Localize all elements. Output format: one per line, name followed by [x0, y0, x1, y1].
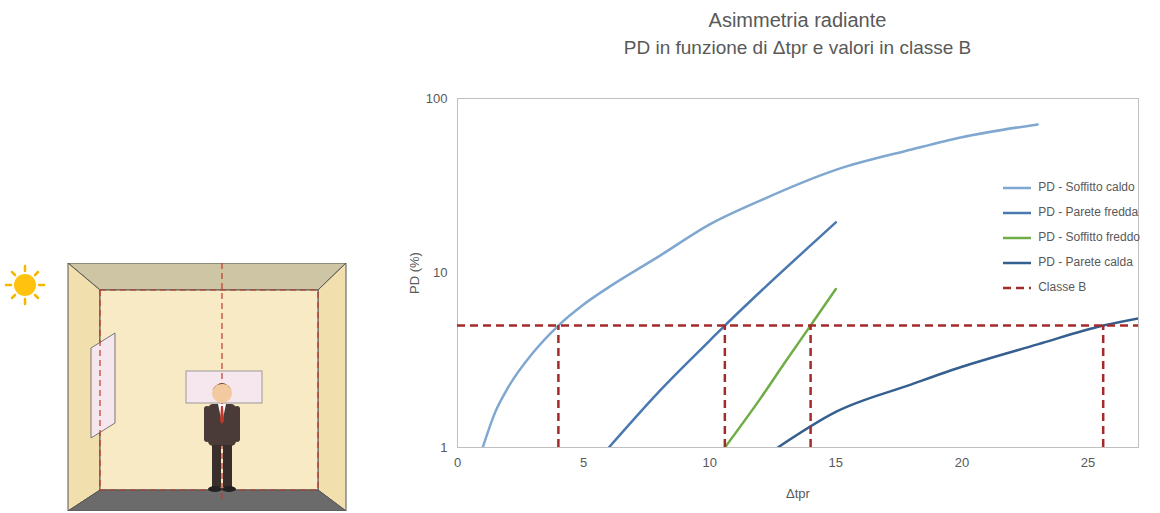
svg-text:10: 10	[702, 455, 716, 470]
html-text:PD - Soffitto freddo: PD - Soffitto freddo	[1038, 230, 1140, 244]
svg-text:5: 5	[580, 455, 587, 470]
svg-text:0: 0	[454, 455, 461, 470]
svg-text:PD (%): PD (%)	[407, 252, 422, 294]
html-text:PD - Parete calda: PD - Parete calda	[1038, 255, 1133, 269]
svg-text:Δtpr: Δtpr	[786, 486, 811, 501]
svg-text:15: 15	[829, 455, 843, 470]
html-text:Asimmetria radiante: Asimmetria radiante	[708, 9, 887, 31]
svg-text:1: 1	[440, 440, 447, 455]
svg-text:20: 20	[955, 455, 969, 470]
html-text:Classe B: Classe B	[1038, 280, 1087, 294]
svg-text:10: 10	[433, 265, 447, 280]
svg-text:100: 100	[426, 91, 448, 106]
html-text:PD - Soffitto caldo: PD - Soffitto caldo	[1038, 180, 1135, 194]
svg-text:25: 25	[1081, 455, 1095, 470]
html-text:PD in funzione di Δtpr e valor: PD in funzione di Δtpr e valori in class…	[623, 37, 972, 58]
html-text:PD - Parete fredda: PD - Parete fredda	[1038, 205, 1139, 219]
